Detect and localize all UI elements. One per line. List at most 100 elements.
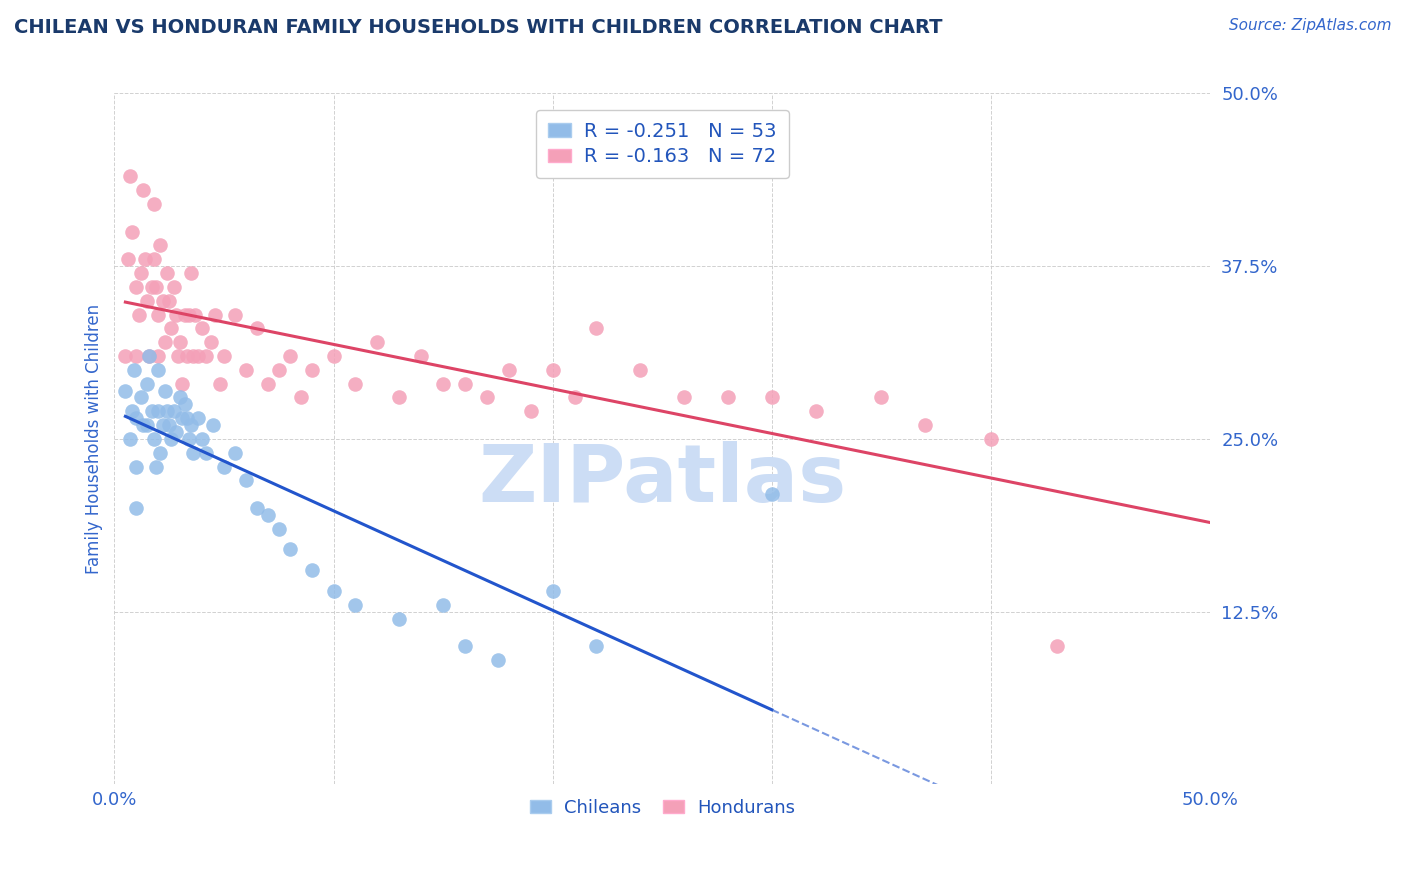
Point xyxy=(169,335,191,350)
Point xyxy=(122,363,145,377)
Point xyxy=(121,225,143,239)
Point xyxy=(132,183,155,197)
Point xyxy=(138,349,160,363)
Point xyxy=(322,583,344,598)
Point xyxy=(142,432,165,446)
Point xyxy=(172,411,194,425)
Point xyxy=(980,432,1002,446)
Point xyxy=(195,446,218,460)
Point xyxy=(870,391,893,405)
Point xyxy=(388,611,411,625)
Point xyxy=(1046,639,1069,653)
Point xyxy=(564,391,586,405)
Point xyxy=(344,598,367,612)
Point xyxy=(181,446,204,460)
Point xyxy=(138,349,160,363)
Y-axis label: Family Households with Children: Family Households with Children xyxy=(86,304,103,574)
Point xyxy=(141,404,163,418)
Point xyxy=(142,197,165,211)
Point xyxy=(519,404,541,418)
Point xyxy=(191,321,214,335)
Point xyxy=(454,376,477,391)
Point xyxy=(181,349,204,363)
Point xyxy=(169,391,191,405)
Point xyxy=(153,384,176,398)
Point xyxy=(129,266,152,280)
Point xyxy=(673,391,696,405)
Point xyxy=(585,321,607,335)
Point xyxy=(118,432,141,446)
Point xyxy=(267,522,290,536)
Point xyxy=(235,474,257,488)
Point xyxy=(134,252,156,267)
Point xyxy=(184,308,207,322)
Point xyxy=(301,363,323,377)
Point xyxy=(141,280,163,294)
Point xyxy=(432,598,454,612)
Point xyxy=(224,308,246,322)
Point xyxy=(125,349,148,363)
Point xyxy=(761,487,783,501)
Point xyxy=(173,308,195,322)
Point xyxy=(486,653,509,667)
Point xyxy=(148,349,170,363)
Point xyxy=(173,397,195,411)
Text: CHILEAN VS HONDURAN FAMILY HOUSEHOLDS WITH CHILDREN CORRELATION CHART: CHILEAN VS HONDURAN FAMILY HOUSEHOLDS WI… xyxy=(14,18,942,37)
Text: Source: ZipAtlas.com: Source: ZipAtlas.com xyxy=(1229,18,1392,33)
Point xyxy=(136,293,159,308)
Point xyxy=(411,349,433,363)
Point xyxy=(129,391,152,405)
Point xyxy=(136,376,159,391)
Point xyxy=(208,376,231,391)
Point xyxy=(128,308,150,322)
Point xyxy=(187,411,209,425)
Legend: Chileans, Hondurans: Chileans, Hondurans xyxy=(522,791,803,824)
Point xyxy=(160,321,183,335)
Point xyxy=(125,501,148,516)
Point xyxy=(322,349,344,363)
Point xyxy=(136,418,159,433)
Point xyxy=(118,169,141,184)
Point xyxy=(172,376,194,391)
Point xyxy=(235,363,257,377)
Point xyxy=(160,432,183,446)
Point xyxy=(148,363,170,377)
Point xyxy=(156,404,179,418)
Point xyxy=(301,563,323,577)
Point xyxy=(498,363,520,377)
Point xyxy=(121,404,143,418)
Point xyxy=(156,266,179,280)
Point xyxy=(246,321,269,335)
Point xyxy=(246,501,269,516)
Point xyxy=(541,583,564,598)
Point xyxy=(256,508,278,522)
Point xyxy=(717,391,740,405)
Point xyxy=(191,432,214,446)
Point xyxy=(148,404,170,418)
Point xyxy=(176,411,198,425)
Point xyxy=(454,639,477,653)
Point xyxy=(148,308,170,322)
Point xyxy=(117,252,139,267)
Point xyxy=(167,349,190,363)
Point xyxy=(142,252,165,267)
Point xyxy=(145,280,167,294)
Point xyxy=(804,404,827,418)
Point xyxy=(914,418,936,433)
Point xyxy=(541,363,564,377)
Point xyxy=(256,376,278,391)
Point xyxy=(267,363,290,377)
Point xyxy=(145,459,167,474)
Point xyxy=(125,459,148,474)
Point xyxy=(290,391,312,405)
Point xyxy=(180,266,202,280)
Point xyxy=(366,335,388,350)
Point xyxy=(224,446,246,460)
Point xyxy=(180,418,202,433)
Point xyxy=(149,238,172,252)
Point xyxy=(195,349,218,363)
Point xyxy=(132,418,155,433)
Point xyxy=(157,293,180,308)
Point xyxy=(344,376,367,391)
Point xyxy=(200,335,222,350)
